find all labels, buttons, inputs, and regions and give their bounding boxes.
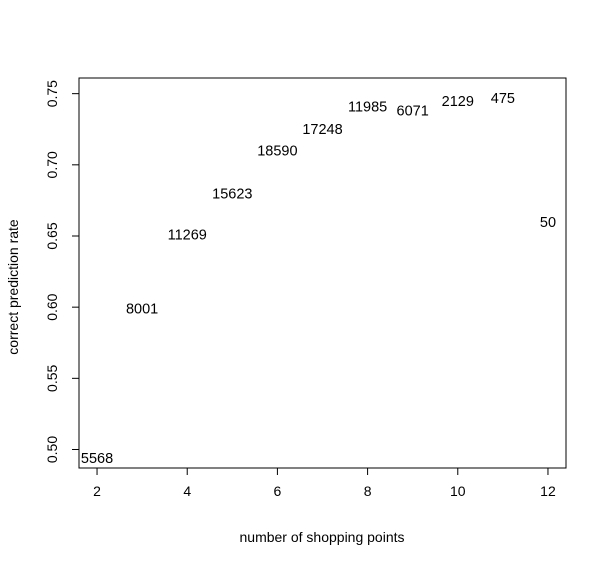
point-label: 475	[491, 91, 515, 107]
y-tick-label: 0.75	[44, 80, 60, 107]
x-tick-label: 12	[540, 483, 556, 499]
point-label: 6071	[397, 104, 429, 120]
y-tick-label: 0.65	[44, 222, 60, 249]
y-tick-label: 0.70	[44, 151, 60, 178]
point-label: 15623	[212, 186, 252, 202]
x-tick-label: 6	[274, 483, 282, 499]
x-tick-label: 10	[450, 483, 466, 499]
point-label: 5568	[81, 451, 113, 467]
y-tick-label: 0.55	[44, 364, 60, 391]
point-label: 2129	[442, 94, 474, 110]
point-label: 18590	[257, 144, 297, 160]
x-tick-label: 8	[364, 483, 372, 499]
plot-frame	[78, 77, 567, 469]
y-axis-title: correct prediction rate	[5, 219, 21, 355]
x-tick-label: 2	[93, 483, 101, 499]
point-labels: 5568 8001 11269 15623 18590 17248 11985 6071 212…	[81, 91, 556, 467]
point-label: 50	[540, 215, 556, 231]
point-label: 8001	[126, 302, 158, 318]
x-axis-title: number of shopping points	[240, 529, 405, 545]
x-axis: 2 4 6 8 10 12	[93, 468, 556, 499]
y-tick-label: 0.60	[44, 293, 60, 320]
point-label: 11269	[168, 228, 207, 244]
x-tick-label: 4	[183, 483, 191, 499]
y-axis: 0.50 0.55 0.60 0.65 0.70 0.75	[44, 80, 79, 463]
y-tick-label: 0.50	[44, 436, 60, 463]
point-label: 11985	[348, 99, 387, 115]
point-label: 17248	[302, 122, 342, 138]
